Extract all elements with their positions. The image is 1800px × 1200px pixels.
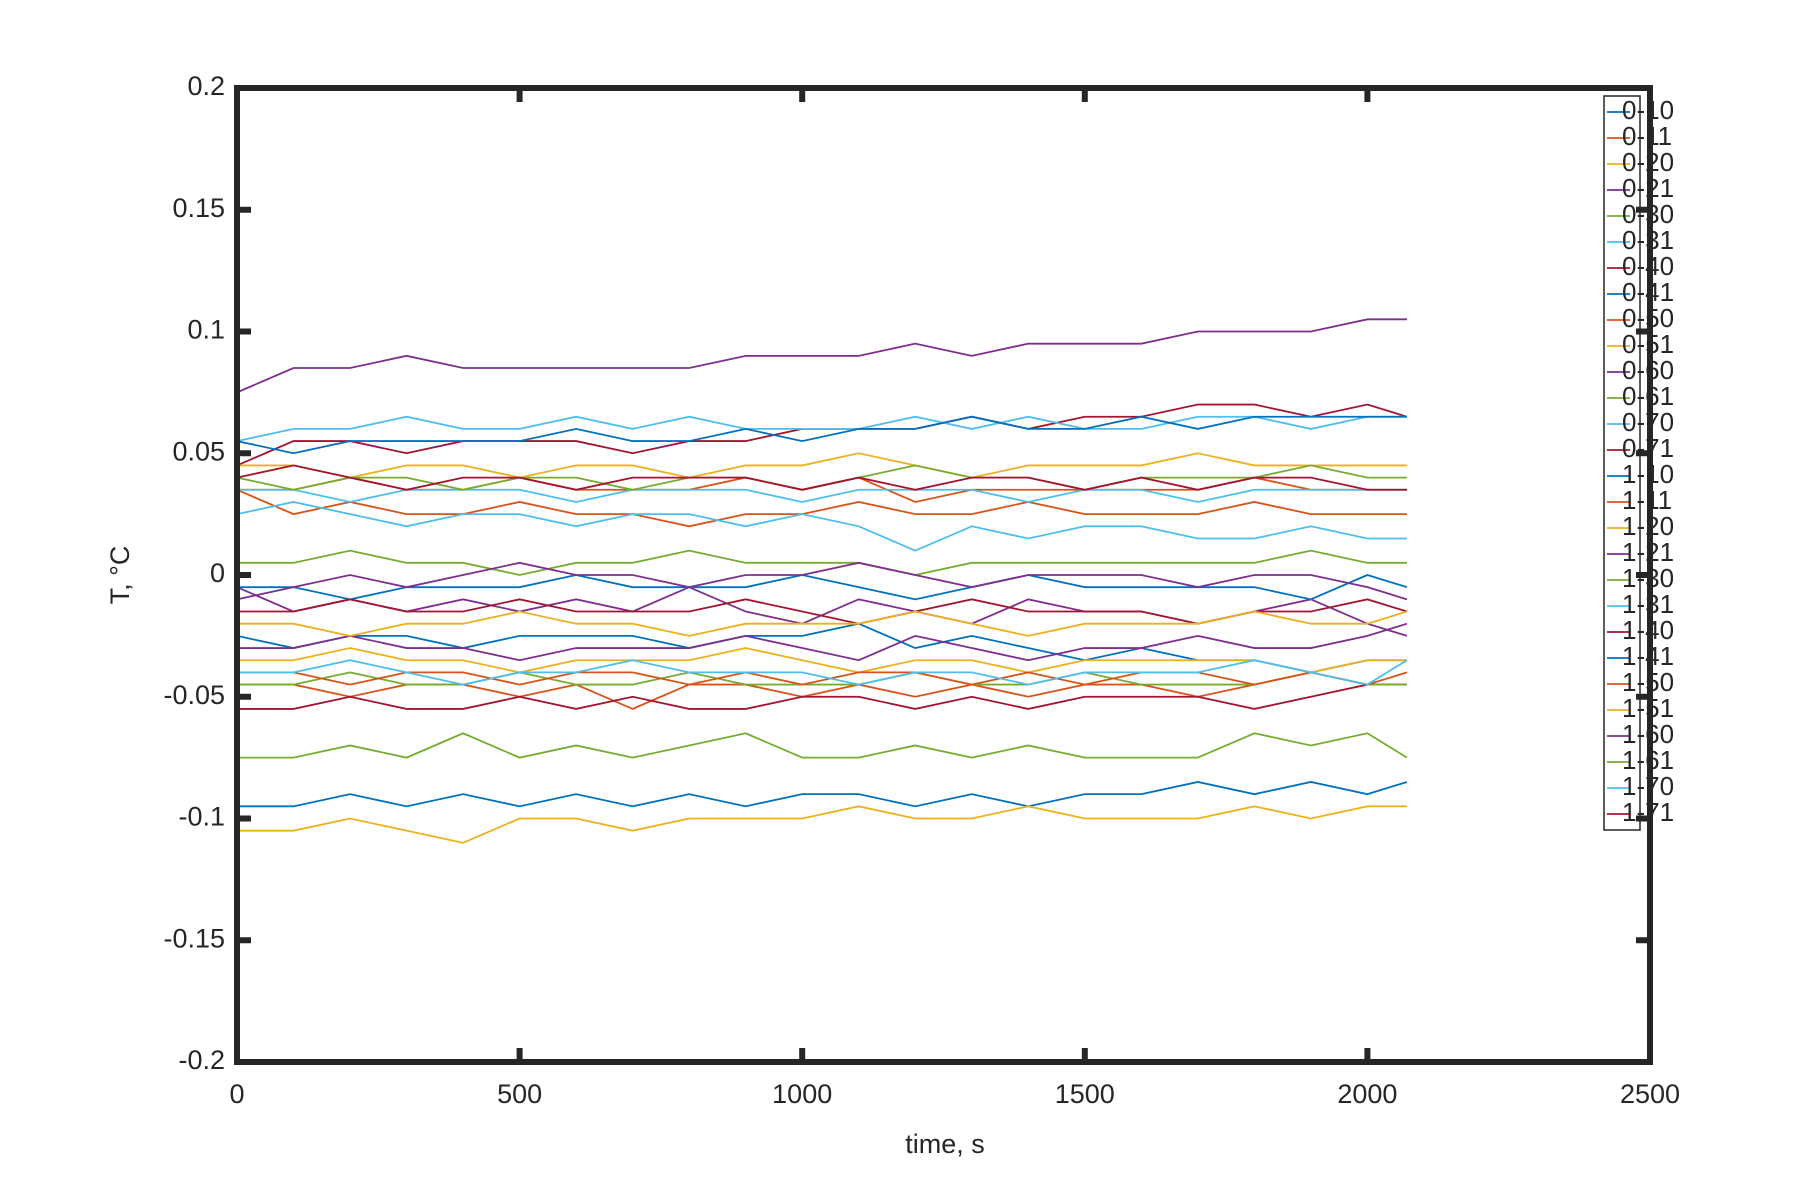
legend-label: 1-40 <box>1622 615 1674 645</box>
y-tick-label: 0.2 <box>187 71 225 101</box>
legend-label: 1-10 <box>1622 459 1674 489</box>
x-tick-label: 2500 <box>1620 1079 1680 1109</box>
legend-label: 0-20 <box>1622 147 1674 177</box>
y-tick-label: -0.2 <box>178 1045 225 1075</box>
series-line <box>236 561 1408 601</box>
y-tick-label: 0 <box>210 558 225 588</box>
legend-label: 0-60 <box>1622 355 1674 385</box>
series-line <box>237 488 1407 503</box>
legend-box <box>1603 95 1641 831</box>
x-tick-label: 0 <box>229 1079 244 1109</box>
legend-label: 0-51 <box>1622 329 1674 359</box>
series-line <box>236 415 1407 455</box>
legend-label: 0-11 <box>1622 121 1672 151</box>
series-line <box>237 732 1408 759</box>
series-line <box>236 501 1407 552</box>
x-tick-label: 500 <box>497 1079 542 1109</box>
series-line <box>237 574 1408 601</box>
legend-label: 0-41 <box>1622 277 1674 307</box>
legend-label: 0-70 <box>1622 407 1674 437</box>
legend-label: 0-31 <box>1622 225 1674 255</box>
series-line <box>237 671 1407 686</box>
legend-label: 1-71 <box>1622 797 1674 827</box>
series-line <box>237 622 1408 662</box>
legend-label: 1-31 <box>1622 589 1674 619</box>
x-tick-label: 2000 <box>1337 1079 1397 1109</box>
series-line <box>236 464 1407 491</box>
legend-label: 1-11 <box>1622 485 1672 515</box>
x-tick-label: 1000 <box>772 1079 832 1109</box>
legend-label: 0-61 <box>1622 381 1674 411</box>
y-tick-label: 0.1 <box>187 315 225 345</box>
y-tick-label: -0.1 <box>178 802 225 832</box>
legend-label: 1-60 <box>1622 719 1674 749</box>
y-tick-label: -0.05 <box>163 680 225 710</box>
legend-label: 0-10 <box>1622 95 1674 125</box>
y-tick-label: -0.15 <box>163 923 225 953</box>
series-line <box>237 805 1407 844</box>
series-line <box>237 659 1408 686</box>
series-line <box>236 488 1407 528</box>
series-line <box>237 549 1407 576</box>
legend-label: 1-51 <box>1622 693 1674 723</box>
legend-label: 1-21 <box>1622 537 1674 567</box>
legend-label: 1-20 <box>1622 511 1674 541</box>
series-line <box>236 415 1407 442</box>
x-axis-label: time, s <box>905 1129 985 1159</box>
x-tick-label: 1500 <box>1055 1079 1115 1109</box>
legend-label: 0-71 <box>1622 433 1674 463</box>
legend-label: 0-50 <box>1622 303 1674 333</box>
legend-label: 1-30 <box>1622 563 1674 593</box>
legend-label: 1-70 <box>1622 771 1674 801</box>
series-line <box>237 647 1407 674</box>
series-line <box>237 452 1407 479</box>
series-line <box>237 610 1408 637</box>
y-tick-label: 0.05 <box>172 436 225 466</box>
legend-label: 1-50 <box>1622 667 1674 697</box>
legend-label: 1-61 <box>1622 745 1674 775</box>
series-line <box>237 683 1407 710</box>
y-axis-label: T, °C <box>105 546 135 605</box>
series-line <box>237 781 1408 808</box>
y-tick-label: 0.15 <box>172 193 225 223</box>
legend-label: 0-21 <box>1622 173 1674 203</box>
legend-label: 0-30 <box>1622 199 1674 229</box>
series-line <box>236 318 1407 394</box>
legend-label: 1-41 <box>1622 641 1674 671</box>
legend: 0-100-110-200-210-300-310-400-410-500-51… <box>1603 95 1674 831</box>
legend-label: 0-40 <box>1622 251 1674 281</box>
